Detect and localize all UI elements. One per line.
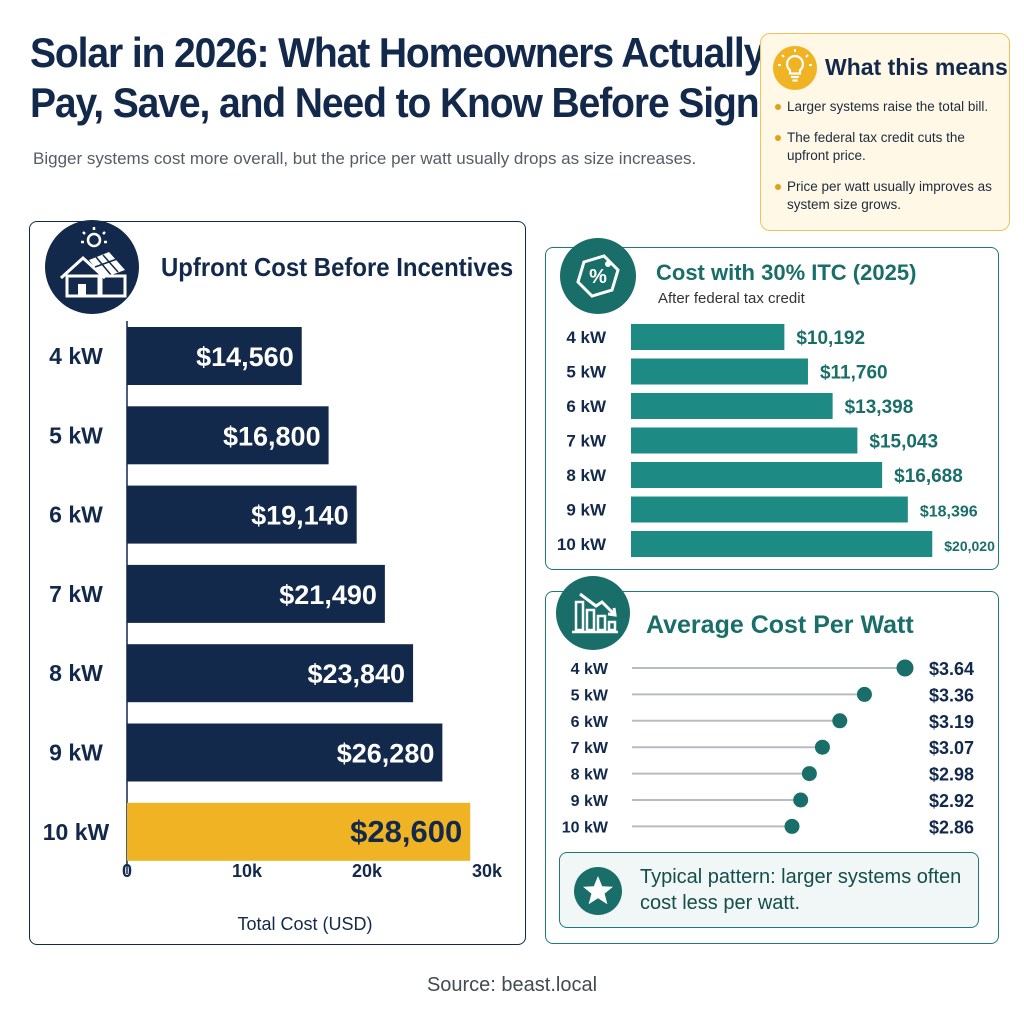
- upfront-cost-title: Upfront Cost Before Incentives: [161, 252, 514, 282]
- solar-house-icon: [45, 220, 139, 314]
- data-label: $11,760: [820, 363, 888, 384]
- bar: [631, 496, 908, 523]
- tick-label: 20k: [352, 861, 383, 881]
- data-point: [801, 766, 817, 782]
- data-label: $16,688: [894, 466, 963, 487]
- bar: [631, 462, 883, 488]
- data-label: $3.07: [929, 738, 974, 758]
- data-point: [896, 659, 914, 677]
- title-line-1: Solar in 2026: What Homeowners Actually: [30, 29, 765, 76]
- lightbulb-icon: [773, 46, 817, 90]
- bar: [127, 644, 414, 703]
- bar: [631, 324, 785, 350]
- category-label: 6 kW: [566, 397, 607, 416]
- category-label: 10 kW: [562, 819, 609, 836]
- data-label: $2.92: [929, 791, 974, 811]
- data-label: $15,043: [869, 432, 938, 453]
- data-label: $3.19: [929, 712, 974, 732]
- category-label: 8 kW: [49, 660, 103, 686]
- category-label: 9 kW: [571, 793, 609, 810]
- category-label: 7 kW: [571, 740, 609, 757]
- itc-cost-chart: 4 kW $10,192 5 kW $11,760 6 kW $13,398 7 kW $15…: [557, 324, 995, 557]
- tick-label: 10k: [232, 861, 263, 881]
- callout-point: Price per watt usually improves as syste…: [775, 178, 1005, 214]
- data-label: $23,840: [307, 659, 405, 689]
- data-label: $13,398: [845, 397, 914, 418]
- data-label: $2.98: [929, 765, 974, 785]
- tick-label: 30k: [472, 861, 503, 881]
- data-label: $2.86: [929, 817, 974, 837]
- itc-cost-subtitle: After federal tax credit: [658, 290, 805, 307]
- callout-list: Larger systems raise the total bill. The…: [775, 98, 1005, 227]
- itc-cost-title: Cost with 30% ITC (2025): [656, 260, 917, 285]
- category-label: 4 kW: [571, 661, 609, 678]
- typical-pattern-text: Typical pattern: larger systems often co…: [640, 866, 962, 914]
- data-label: $18,396: [920, 504, 978, 521]
- svg-text:%: %: [589, 266, 607, 288]
- category-label: 5 kW: [566, 363, 607, 382]
- category-label: 9 kW: [566, 501, 607, 520]
- page-subtitle: Bigger systems cost more overall, but th…: [33, 149, 697, 168]
- callout-point: Larger systems raise the total bill.: [775, 98, 1005, 116]
- category-label: 7 kW: [49, 581, 103, 607]
- bar: [127, 723, 443, 782]
- data-point: [814, 739, 830, 755]
- x-axis-label: Total Cost (USD): [237, 914, 372, 934]
- category-label: 7 kW: [566, 432, 607, 451]
- bar: [127, 485, 357, 544]
- upfront-cost-panel: Upfront Cost Before Incentives 4 kW $14,5…: [29, 220, 526, 945]
- bar: [127, 802, 471, 861]
- category-label: 4 kW: [49, 343, 103, 369]
- bar: [127, 327, 302, 385]
- category-label: 9 kW: [49, 740, 103, 766]
- category-label: 10 kW: [43, 819, 110, 845]
- typical-pattern-note: Typical pattern: larger systems often co…: [559, 852, 979, 928]
- data-label: $26,280: [337, 739, 435, 769]
- data-point: [856, 686, 872, 702]
- category-label: 6 kW: [49, 502, 103, 528]
- data-label: $3.36: [929, 685, 974, 705]
- source-credit: Source: beast.local: [426, 974, 598, 996]
- category-label: 5 kW: [49, 422, 103, 448]
- bar: [127, 564, 385, 623]
- category-label: 8 kW: [571, 767, 609, 784]
- data-label: $3.64: [929, 659, 974, 679]
- callout-point: The federal tax credit cuts the upfront …: [775, 129, 1005, 165]
- cost-per-watt-panel: Average Cost Per Watt 4 kW $3.64 5 kW $3.36…: [545, 576, 999, 944]
- category-label: 8 kW: [566, 466, 607, 485]
- data-label: $20,020: [944, 538, 995, 554]
- bar: [631, 427, 858, 454]
- category-label: 6 kW: [571, 714, 609, 731]
- data-point: [793, 792, 809, 808]
- title-line-2: Pay, Save, and Need to Know Before Signi…: [30, 79, 815, 126]
- declining-bars-icon: [556, 576, 630, 650]
- category-label: 4 kW: [566, 328, 607, 347]
- category-label: 10 kW: [557, 535, 607, 554]
- data-label: $21,490: [279, 580, 377, 610]
- data-label: $10,192: [796, 328, 865, 349]
- bar: [631, 531, 933, 557]
- data-label: $28,600: [350, 814, 462, 849]
- category-label: 5 kW: [571, 687, 609, 704]
- what-this-means-callout: What this means Larger systems raise the…: [760, 33, 1010, 231]
- bar: [127, 406, 329, 465]
- bar: [631, 358, 808, 385]
- itc-cost-panel: % Cost with 30% ITC (2025) After federal…: [545, 238, 999, 570]
- upfront-cost-chart: 4 kW $14,560 5 kW $16,800 6 kW $19,140 7 kW $21…: [43, 321, 503, 934]
- star-icon: [574, 867, 622, 915]
- data-point: [832, 713, 848, 729]
- bar: [631, 393, 833, 419]
- data-point: [784, 818, 800, 834]
- cost-per-watt-chart: 4 kW $3.64 5 kW $3.36 6 kW $3.19 7 kW $3.07 8 kW…: [562, 659, 974, 837]
- page-title: Solar in 2026: What Homeowners Actually …: [30, 28, 815, 128]
- cost-per-watt-title: Average Cost Per Watt: [646, 611, 914, 639]
- data-label: $16,800: [223, 421, 321, 451]
- percent-tag-icon: %: [560, 238, 636, 314]
- callout-title: What this means: [825, 54, 1008, 80]
- tick-label: 0: [122, 861, 132, 881]
- data-label: $19,140: [251, 501, 349, 531]
- data-label: $14,560: [196, 342, 294, 372]
